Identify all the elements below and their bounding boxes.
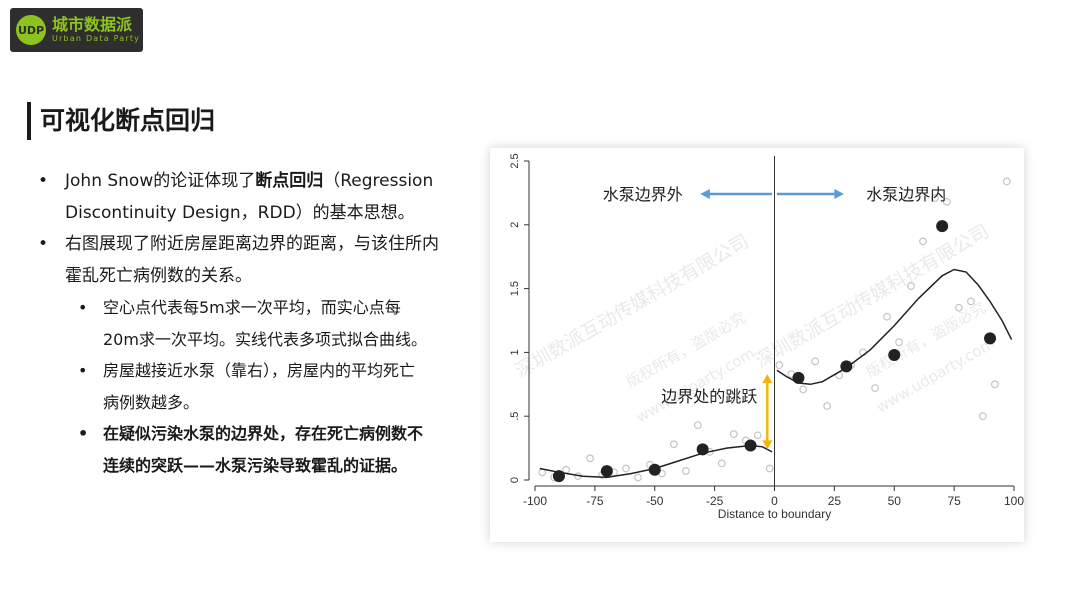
hollow-point (799, 385, 808, 394)
watermark-url-2: www.udparty.com (873, 334, 998, 416)
bullet-rdd-text-b: （Regression (323, 171, 434, 191)
hollow-point (681, 467, 690, 475)
logo-name-cn: 城市数据派 (52, 15, 133, 34)
x-tick-label: -100 (523, 494, 547, 508)
sub-bullet-trend-a: 房屋越接近水泵（靠右），房屋内的平均死亡 (103, 361, 416, 380)
filled-point (792, 371, 805, 384)
chart-panel: 深圳数派互动传媒科技有限公司 深圳数派互动传媒科技有限公司 版权所有，盗版必究 … (490, 148, 1024, 542)
hollow-point (883, 312, 891, 321)
filled-point (984, 332, 997, 345)
filled-point (696, 443, 709, 456)
hollow-point (562, 465, 571, 474)
y-tick-label: 1.5 (509, 281, 521, 296)
watermark-rights-2: 版权所有，盗版必究 (863, 298, 989, 381)
chart-marks (538, 177, 1013, 483)
x-axis-label: Distance to boundary (718, 507, 831, 521)
hollow-point (753, 431, 762, 440)
y-tick-label: 1 (509, 349, 521, 355)
x-tick-label: -75 (586, 494, 604, 508)
hollow-point (895, 338, 903, 347)
jump-arrow-head-bottom (762, 440, 773, 450)
x-tick-label: 25 (828, 494, 842, 508)
hollow-point (966, 297, 975, 306)
hollow-point (670, 440, 678, 449)
sub-bullet-jump-b: 连续的突跃——水泵污染导致霍乱的证据。 (103, 455, 408, 475)
bullet-figure-text-b: 霍乱死亡病例数的关系。 (65, 265, 252, 286)
right-region-label: 水泵边界内 (866, 185, 946, 204)
x-tick-label: 75 (947, 494, 961, 508)
watermark-url-1: www.udparty.com (633, 344, 758, 426)
sub-bullet-trend: 房屋越接近水泵（靠右），房屋内的平均死亡 病例数越多。 (38, 355, 478, 418)
arrow-left-head (700, 189, 710, 199)
sub-bullet-points-b: 20m求一次平均。实线代表多项式拟合曲线。 (103, 329, 427, 349)
sub-bullet-points-a: 空心点代表每5m求一次平均，而实心点每 (103, 298, 401, 317)
watermark-company-1: 深圳数派互动传媒科技有限公司 (512, 230, 753, 382)
rdd-chart: 深圳数派互动传媒科技有限公司 深圳数派互动传媒科技有限公司 版权所有，盗版必究 … (509, 153, 1024, 521)
x-tick-label: 0 (771, 494, 778, 508)
filled-point (936, 220, 949, 233)
hollow-point (811, 357, 820, 366)
sub-bullet-points: 空心点代表每5m求一次平均，而实心点每 20m求一次平均。实线代表多项式拟合曲线… (38, 292, 478, 355)
fit-curve-right (776, 268, 1013, 386)
hollow-point (823, 402, 832, 410)
title-accent-bar (27, 102, 31, 140)
bullet-figure: 右图展现了附近房屋距离边界的距离，与该住所内 霍乱死亡病例数的关系。 (38, 229, 478, 292)
hollow-point (693, 421, 702, 430)
hollow-point (943, 197, 951, 206)
bullet-rdd-text-a: John Snow的论证体现了 (65, 171, 256, 191)
axes: 0 .5 1 1.5 2 2.5 -100 -75 -50 -25 0 25 50 75 100 Distan… (509, 153, 1024, 521)
hollow-point (919, 237, 927, 246)
hollow-point (634, 473, 642, 482)
jump-arrow-head-top (762, 374, 773, 384)
y-tick-label: 2.5 (509, 153, 521, 168)
hollow-point (586, 454, 594, 463)
hollow-point (1002, 177, 1011, 186)
filled-point (888, 348, 901, 361)
sub-bullet-jump: 在疑似污染水泵的边界处，存在死亡病例数不 连续的突跃——水泵污染导致霍乱的证据。 (38, 418, 478, 481)
hollow-point (990, 380, 999, 389)
bullet-rdd: John Snow的论证体现了断点回归（Regression Discontin… (38, 166, 478, 229)
sub-bullet-trend-b: 病例数越多。 (103, 392, 200, 412)
logo: UDP 城市数据派 Urban Data Party (10, 8, 143, 52)
hollow-point (931, 194, 939, 202)
hollow-point (978, 412, 987, 421)
bullet-rdd-bold: 断点回归 (255, 171, 324, 191)
hollow-point (765, 464, 774, 473)
jump-label: 边界处的跳跃 (661, 387, 757, 406)
page-title: 可视化断点回归 (40, 106, 216, 135)
filled-point (552, 470, 565, 483)
watermark-rights-1: 版权所有，盗版必究 (623, 308, 749, 391)
bullet-list: John Snow的论证体现了断点回归（Regression Discontin… (38, 166, 478, 481)
watermark-company-2: 深圳数派互动传媒科技有限公司 (752, 220, 993, 372)
filled-point (600, 465, 613, 478)
logo-name-en: Urban Data Party (52, 34, 141, 43)
bullet-figure-text-a: 右图展现了附近房屋距离边界的距离，与该住所内 (65, 234, 439, 254)
hollow-point (955, 303, 963, 312)
sub-bullet-jump-a: 在疑似污染水泵的边界处，存在死亡病例数不 (103, 424, 424, 443)
hollow-point (622, 464, 630, 473)
y-tick-label: 0 (509, 477, 521, 483)
filled-point (648, 463, 661, 476)
filled-point (840, 360, 853, 373)
x-tick-label: 100 (1004, 494, 1024, 508)
x-tick-label: 50 (888, 494, 902, 508)
filled-point (744, 439, 757, 452)
arrow-right-head (834, 189, 844, 199)
hollow-point (871, 384, 879, 393)
logo-text: 城市数据派 Urban Data Party (52, 16, 140, 44)
bullet-rdd-text-c: Discontinuity Design，RDD）的基本思想。 (65, 202, 415, 223)
hollow-point (729, 430, 738, 438)
x-tick-label: -50 (646, 494, 664, 508)
y-tick-label: .5 (509, 412, 521, 421)
hollow-point (907, 282, 915, 290)
left-region-label: 水泵边界外 (603, 185, 683, 204)
logo-badge-icon: UDP (16, 15, 46, 45)
hollow-point (775, 361, 784, 370)
y-tick-label: 2 (509, 222, 521, 228)
x-tick-label: -25 (706, 494, 724, 508)
hollow-point (717, 459, 726, 468)
